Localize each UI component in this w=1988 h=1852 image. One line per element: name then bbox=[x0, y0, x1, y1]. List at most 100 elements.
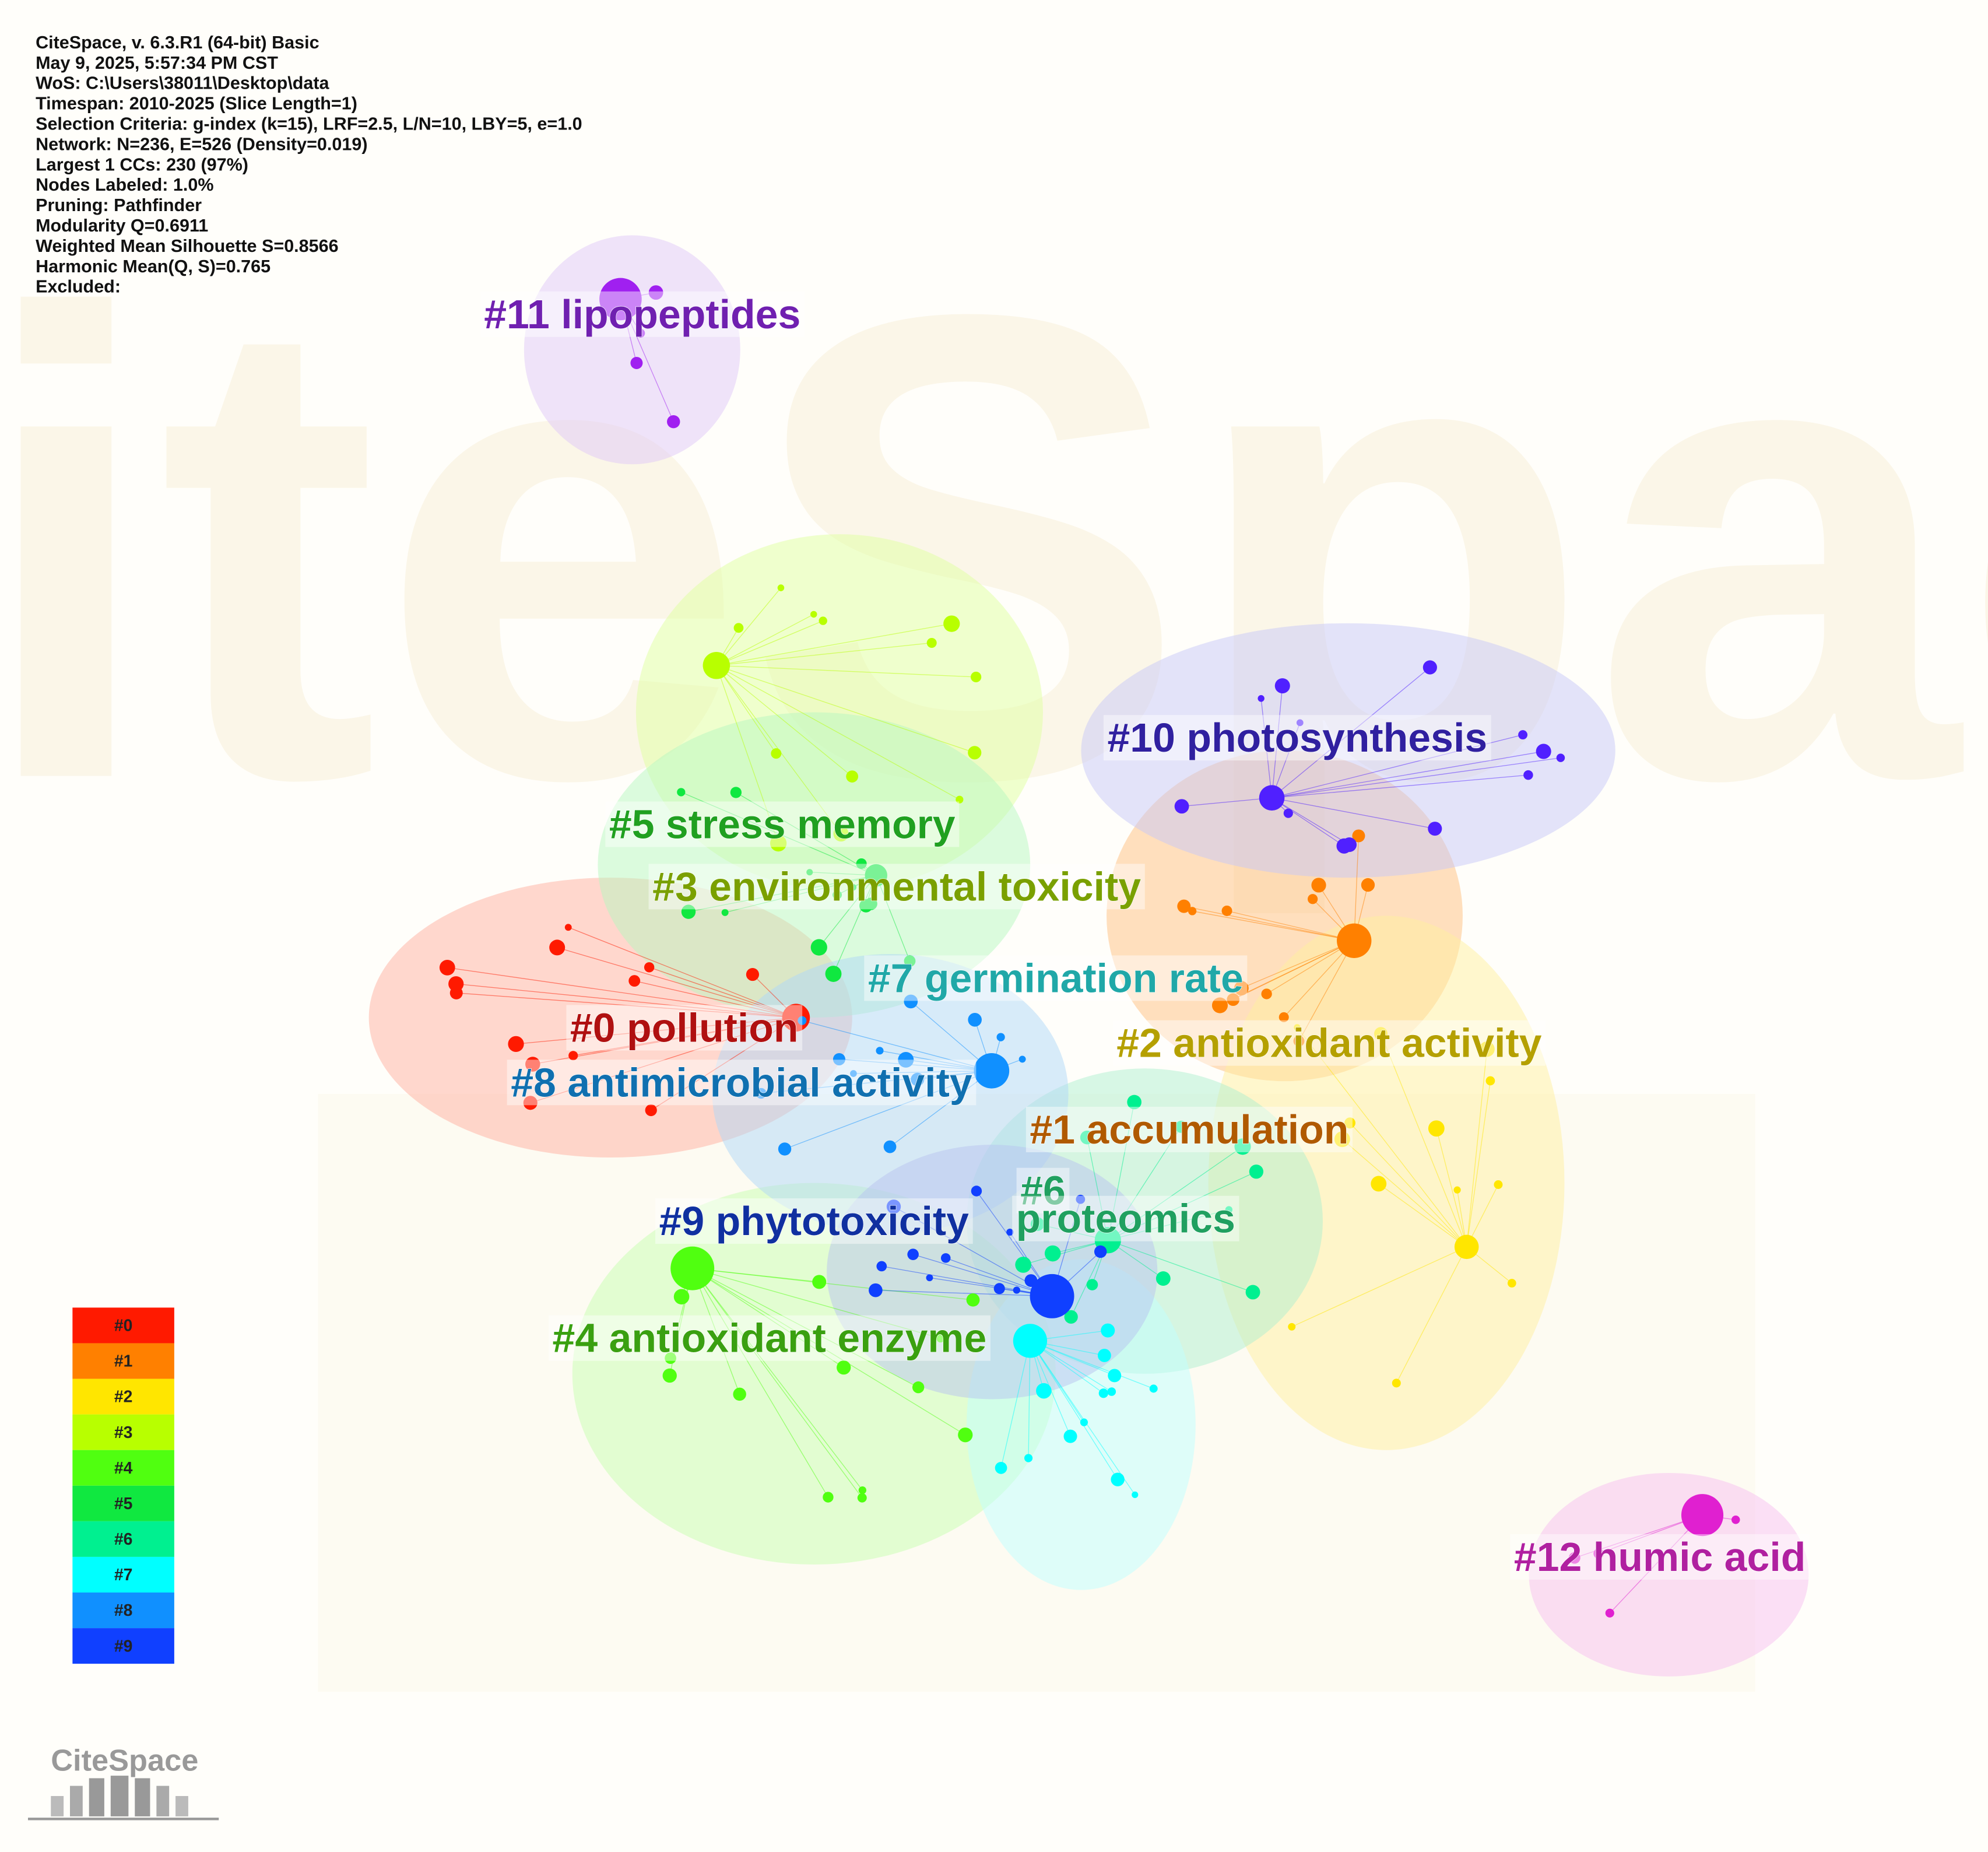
legend-label: #5 bbox=[114, 1495, 133, 1513]
edge bbox=[692, 1268, 829, 1497]
node bbox=[1259, 785, 1285, 811]
cluster-label: #8 antimicrobial activity bbox=[511, 1060, 972, 1105]
edge bbox=[447, 967, 796, 1018]
node bbox=[1227, 993, 1239, 1006]
node bbox=[968, 1013, 982, 1027]
edge bbox=[456, 983, 796, 1018]
edge bbox=[1298, 940, 1355, 1041]
node bbox=[1568, 1552, 1580, 1564]
edge bbox=[1396, 1246, 1467, 1384]
edge bbox=[1241, 940, 1354, 989]
legend-swatch bbox=[72, 1414, 174, 1450]
edge bbox=[651, 1017, 796, 1111]
edge bbox=[692, 1268, 966, 1436]
info-line: Weighted Mean Silhouette S=0.8566 bbox=[36, 236, 339, 256]
edge bbox=[716, 665, 975, 753]
edge bbox=[784, 1070, 992, 1150]
node bbox=[1392, 1379, 1401, 1388]
edge bbox=[1297, 1027, 1467, 1247]
cluster-area bbox=[524, 235, 740, 465]
edge bbox=[649, 967, 796, 1018]
node bbox=[746, 968, 759, 981]
node bbox=[1374, 1027, 1388, 1041]
info-line: Pruning: Pathfinder bbox=[36, 195, 202, 215]
edge bbox=[819, 875, 877, 948]
node bbox=[995, 1461, 1007, 1474]
node bbox=[1080, 1418, 1088, 1426]
edge bbox=[890, 1070, 992, 1148]
node bbox=[1024, 1274, 1038, 1287]
node bbox=[673, 1289, 690, 1305]
legend-swatch bbox=[72, 1521, 174, 1557]
node bbox=[662, 1368, 677, 1383]
edge bbox=[716, 623, 952, 666]
node bbox=[943, 615, 960, 632]
edge bbox=[1023, 1240, 1108, 1265]
cluster-label: #5 stress memory bbox=[609, 801, 956, 847]
node bbox=[1311, 878, 1326, 893]
node bbox=[1428, 822, 1442, 836]
edge bbox=[692, 1268, 863, 1490]
edge bbox=[1108, 1209, 1230, 1241]
legend-swatch bbox=[72, 1450, 174, 1486]
cluster-label: #0 pollution bbox=[570, 1005, 799, 1051]
node bbox=[940, 1253, 951, 1263]
edge bbox=[1232, 940, 1355, 1000]
node bbox=[778, 1142, 792, 1156]
edge bbox=[515, 1017, 796, 1045]
logo-bar bbox=[110, 1776, 129, 1816]
edge bbox=[692, 1268, 974, 1300]
node bbox=[898, 1051, 914, 1068]
node bbox=[568, 1051, 578, 1061]
node bbox=[1337, 923, 1372, 958]
node bbox=[1086, 1279, 1098, 1290]
node bbox=[912, 1381, 925, 1394]
node bbox=[846, 770, 859, 783]
node bbox=[1234, 1138, 1251, 1155]
node bbox=[1261, 988, 1272, 999]
edge bbox=[1378, 1183, 1467, 1247]
edge bbox=[912, 1254, 1052, 1297]
edge bbox=[692, 1268, 844, 1368]
node bbox=[1523, 770, 1533, 780]
edge bbox=[1466, 1081, 1491, 1247]
info-line: Selection Criteria: g-index (k=15), LRF=… bbox=[36, 114, 582, 134]
node bbox=[1293, 1035, 1305, 1047]
edge bbox=[1272, 797, 1435, 829]
node bbox=[907, 1248, 919, 1260]
cluster-area bbox=[1529, 1472, 1809, 1676]
edge bbox=[716, 665, 777, 754]
node bbox=[1288, 1323, 1296, 1331]
cluster-label-bg bbox=[1016, 1167, 1070, 1213]
legend-label: #3 bbox=[114, 1423, 133, 1442]
legend-swatch bbox=[72, 1379, 174, 1415]
node bbox=[703, 651, 730, 679]
edge bbox=[1380, 1033, 1467, 1247]
cluster-label-bg bbox=[655, 1198, 973, 1244]
node bbox=[876, 1047, 884, 1055]
legend: #0 #1 #2 #3 #4 #5 #6 #7 #8 #9 bbox=[72, 1307, 174, 1664]
edge bbox=[1107, 1102, 1135, 1240]
node bbox=[904, 994, 918, 1009]
node bbox=[1132, 1491, 1139, 1498]
edge bbox=[692, 1268, 919, 1388]
node bbox=[1334, 1131, 1350, 1148]
node bbox=[1111, 1472, 1125, 1486]
edge bbox=[1466, 1049, 1488, 1247]
edge bbox=[716, 613, 814, 666]
node bbox=[1211, 997, 1228, 1013]
edge bbox=[1108, 1240, 1253, 1293]
node bbox=[904, 955, 916, 967]
node bbox=[1013, 1286, 1020, 1294]
edge bbox=[1609, 1514, 1703, 1614]
node bbox=[1015, 1257, 1032, 1273]
edge bbox=[1030, 1341, 1118, 1480]
node bbox=[849, 884, 857, 891]
legend-label: #1 bbox=[114, 1352, 133, 1371]
edge bbox=[620, 299, 674, 422]
edge bbox=[879, 1050, 992, 1071]
node bbox=[993, 1283, 1005, 1295]
edge bbox=[1271, 722, 1301, 798]
legend-swatch bbox=[72, 1343, 174, 1379]
